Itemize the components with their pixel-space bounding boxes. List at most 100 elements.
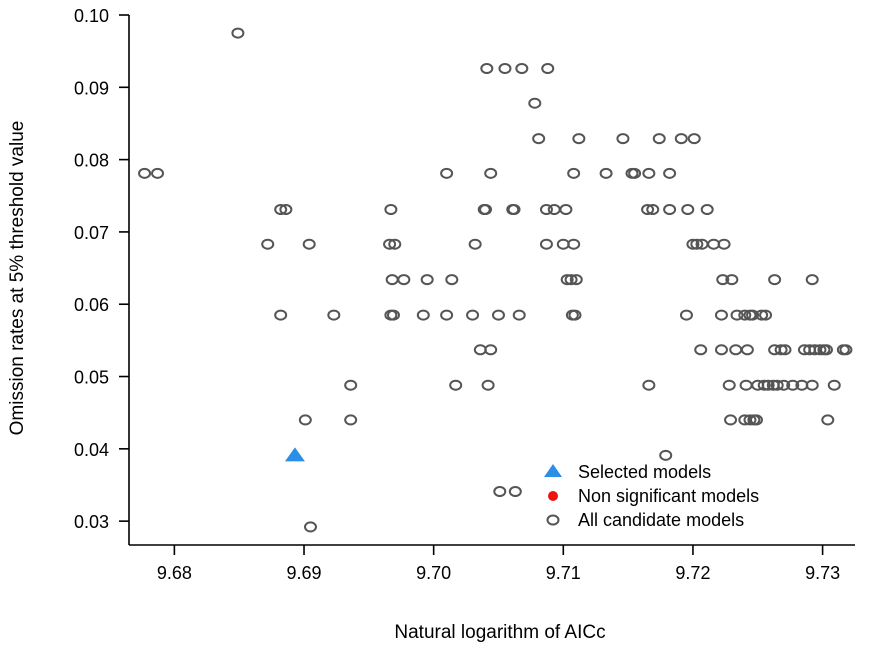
candidate-model-point xyxy=(304,521,317,533)
candidate-model-point xyxy=(722,379,736,391)
candidate-model-point xyxy=(663,167,677,179)
x-tick-label: 9.72 xyxy=(675,563,710,583)
candidate-model-point xyxy=(759,309,773,321)
candidate-model-point xyxy=(512,309,526,321)
candidate-model-point xyxy=(279,204,293,216)
candidate-model-point xyxy=(700,204,714,216)
y-tick-label: 0.05 xyxy=(74,368,109,388)
y-tick-label: 0.03 xyxy=(74,512,109,532)
candidate-model-point xyxy=(261,238,275,250)
candidate-model-point xyxy=(690,238,704,250)
candidate-model-point xyxy=(515,63,529,75)
candidate-model-point xyxy=(716,274,730,286)
candidate-model-point xyxy=(616,133,630,145)
candidate-model-point xyxy=(539,238,553,250)
candidate-model-point xyxy=(473,344,487,356)
x-tick-label: 9.71 xyxy=(546,563,581,583)
candidate-model-point xyxy=(739,379,753,391)
candidate-model-point xyxy=(231,27,245,39)
candidate-model-point xyxy=(383,238,397,250)
candidate-model-point xyxy=(468,238,482,250)
candidate-model-point xyxy=(652,133,666,145)
candidate-model-point xyxy=(646,204,660,216)
legend-nonsignificant-label: Non significant models xyxy=(578,486,759,506)
candidate-model-point xyxy=(481,379,495,391)
candidate-model-point xyxy=(344,379,358,391)
candidate-model-point xyxy=(480,63,494,75)
y-tick-label: 0.07 xyxy=(74,223,109,243)
candidate-model-point xyxy=(642,379,656,391)
candidate-model-point xyxy=(628,167,642,179)
candidate-model-point xyxy=(749,414,763,426)
candidate-model-point xyxy=(484,167,498,179)
candidate-model-point xyxy=(541,63,555,75)
candidate-model-point xyxy=(714,309,728,321)
candidate-model-point xyxy=(498,63,512,75)
candidate-model-point xyxy=(572,133,586,145)
x-axis-ticks: 9.68 9.69 9.70 9.71 9.72 9.73 xyxy=(157,545,840,583)
candidate-model-point xyxy=(641,204,655,216)
plot-frame xyxy=(128,15,855,546)
candidate-model-point xyxy=(560,274,574,286)
candidate-model-point xyxy=(694,344,708,356)
candidate-model-point xyxy=(821,414,835,426)
legend-selected-label: Selected models xyxy=(578,462,711,482)
candidate-model-point xyxy=(385,274,399,286)
selected-model-point xyxy=(284,447,305,462)
candidate-model-point xyxy=(532,133,546,145)
candidate-model-point xyxy=(568,309,582,321)
candidate-model-point xyxy=(416,309,430,321)
candidate-model-point xyxy=(674,133,688,145)
candidate-model-point xyxy=(420,274,434,286)
y-tick-label: 0.10 xyxy=(74,6,109,26)
candidate-model-point xyxy=(738,309,752,321)
candidate-model-point xyxy=(813,344,827,356)
legend-nonsignificant-marker xyxy=(548,491,558,501)
y-axis-ticks: 0.03 0.04 0.05 0.06 0.07 0.08 0.09 0.10 xyxy=(74,6,129,532)
candidate-model-point xyxy=(777,379,791,391)
x-tick-label: 9.68 xyxy=(157,563,192,583)
x-tick-label: 9.69 xyxy=(286,563,321,583)
candidate-model-point xyxy=(757,379,771,391)
candidate-model-point xyxy=(508,485,522,497)
legend: Selected models Non significant models A… xyxy=(544,462,759,530)
candidate-model-point xyxy=(440,167,454,179)
candidate-model-point xyxy=(274,309,288,321)
data-points xyxy=(138,27,853,533)
candidate-model-point xyxy=(466,309,480,321)
candidate-model-point xyxy=(528,97,542,109)
candidate-model-point xyxy=(384,204,398,216)
candidate-model-point xyxy=(819,344,833,356)
candidate-model-point xyxy=(479,204,493,216)
candidate-model-point xyxy=(770,379,784,391)
candidate-model-point xyxy=(746,309,760,321)
candidate-model-point xyxy=(539,204,553,216)
candidate-model-point xyxy=(714,344,728,356)
y-tick-label: 0.08 xyxy=(74,151,109,171)
candidate-model-point xyxy=(440,309,454,321)
candidate-model-point xyxy=(681,204,695,216)
candidate-model-point xyxy=(493,485,507,497)
candidate-model-point xyxy=(484,344,498,356)
y-tick-label: 0.04 xyxy=(74,440,109,460)
candidate-model-point xyxy=(724,414,738,426)
y-tick-label: 0.09 xyxy=(74,78,109,98)
candidate-model-point xyxy=(564,274,578,286)
candidate-model-point xyxy=(805,274,819,286)
legend-candidate-marker xyxy=(546,514,560,526)
candidate-model-point xyxy=(707,238,721,250)
x-tick-label: 9.73 xyxy=(805,563,840,583)
candidate-model-point xyxy=(774,344,788,356)
candidate-model-point xyxy=(659,449,673,461)
candidate-model-point xyxy=(491,309,505,321)
legend-candidate-label: All candidate models xyxy=(578,510,744,530)
candidate-model-point xyxy=(679,309,693,321)
candidate-model-point xyxy=(786,379,800,391)
candidate-model-point xyxy=(755,309,769,321)
candidate-model-point xyxy=(725,274,739,286)
candidate-model-point xyxy=(778,344,792,356)
candidate-model-point xyxy=(567,167,581,179)
candidate-model-point xyxy=(344,414,358,426)
candidate-model-point xyxy=(827,379,841,391)
